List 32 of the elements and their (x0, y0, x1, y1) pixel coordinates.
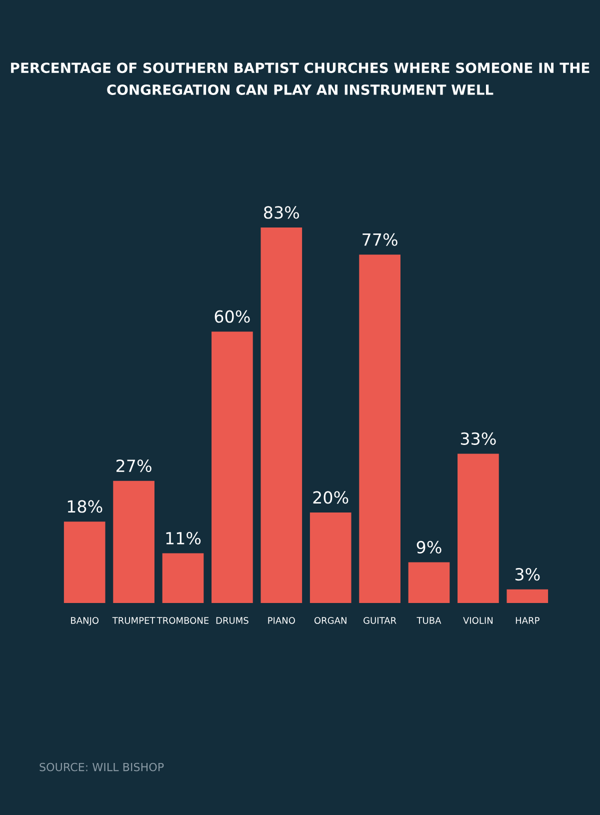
x-tick-label: GUITAR (364, 617, 396, 624)
x-tick-label: VIOLIN (463, 617, 493, 624)
bar (506, 589, 548, 603)
data-label: 33% (460, 432, 496, 445)
bar (458, 454, 499, 603)
bar (64, 522, 106, 603)
x-tick-label: TRUMPET (112, 617, 156, 624)
data-label: 18% (68, 500, 102, 513)
x-tick-label: TROMBONE (156, 617, 209, 624)
bar (162, 553, 204, 603)
data-label: 77% (362, 233, 398, 246)
x-tick-label: PIANO (268, 617, 295, 624)
data-label: 27% (116, 459, 152, 472)
x-tick-label: BANJO (71, 617, 99, 626)
x-tick-label: HARP (516, 617, 540, 624)
bar (408, 562, 450, 603)
bar (212, 332, 253, 603)
data-label: 60% (214, 310, 250, 323)
data-label: 3% (515, 568, 540, 581)
bar (310, 512, 352, 603)
chart-title: PERCENTAGE OF SOUTHERN BAPTIST CHURCHES WHERE SOMEONE IN THE CONGREGATION CAN PLAY AN INSTRUMENT WELL (11, 62, 590, 95)
x-tick-label: DRUMS (216, 617, 248, 624)
bar (359, 254, 400, 603)
x-tick-label: TUBA (416, 617, 442, 624)
x-tick-label: ORGAN (314, 617, 346, 624)
data-label: 83% (264, 206, 299, 219)
data-label: 11% (166, 532, 201, 544)
bar (260, 228, 302, 603)
data-label: 20% (313, 491, 348, 504)
bar (113, 480, 154, 603)
data-label: 9% (416, 540, 442, 554)
source-note: SOURCE: WILL BISHOP (40, 762, 164, 772)
